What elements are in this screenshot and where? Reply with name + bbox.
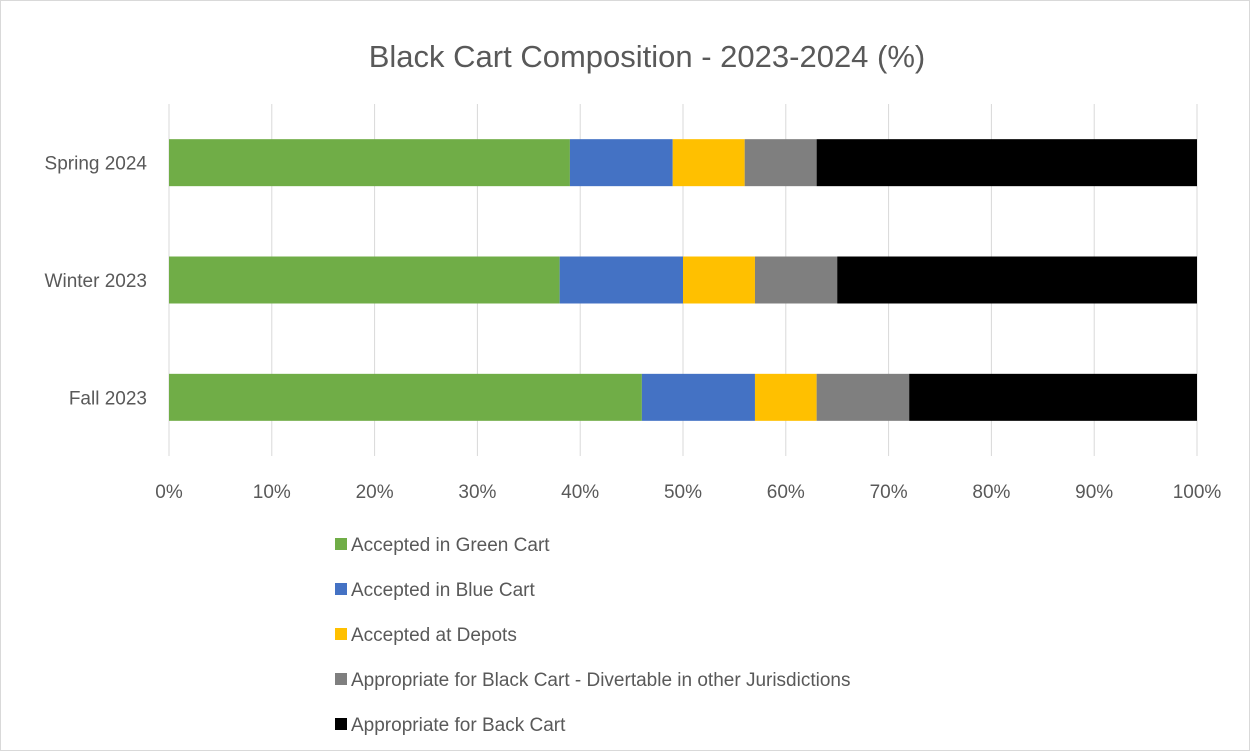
legend-swatch [335,718,347,730]
legend-label: Accepted in Green Cart [351,535,550,556]
x-tick-label: 40% [561,482,599,503]
bar-segment [909,373,1197,421]
x-tick-label: 90% [1075,482,1113,503]
x-tick-label: 60% [767,482,805,503]
bar-segment [744,139,817,187]
legend-swatch [335,673,347,685]
legend-swatch [335,583,347,595]
category-label: Fall 2023 [69,388,147,409]
category-labels: Fall 2023 Winter 2023 Spring 2024 [45,154,148,410]
x-tick-label: 30% [458,482,496,503]
x-tick-labels: 0% 10% 20% 30% 40% 50% 60% 70% 80% 90% 100% [155,482,1221,503]
legend-swatch [335,538,347,550]
x-tick-label: 100% [1173,482,1222,503]
bar-segment [569,139,673,187]
bar-segment [559,256,683,304]
bar-segment [816,139,1197,187]
bar-segment [816,373,910,421]
bar-segment [837,256,1197,304]
x-tick-label: 80% [972,482,1010,503]
legend-label: Appropriate for Back Cart [351,715,566,736]
bar-segment [754,256,838,304]
category-label: Winter 2023 [45,271,147,292]
x-tick-label: 70% [870,482,908,503]
legend-label: Appropriate for Black Cart - Divertable … [351,670,850,691]
x-tick-label: 50% [664,482,702,503]
bar-segment [169,373,642,421]
bar-segment [754,373,817,421]
bar-segment [683,256,755,304]
bar-segment [641,373,755,421]
bar-segment [672,139,745,187]
legend-label: Accepted in Blue Cart [351,580,535,601]
chart-title: Black Cart Composition - 2023-2024 (%) [369,39,926,74]
x-tick-label: 10% [253,482,291,503]
legend: Accepted in Green Cart Accepted in Blue C… [335,535,850,736]
category-label: Spring 2024 [45,154,148,175]
bar-segment [169,139,570,187]
x-tick-label: 20% [356,482,394,503]
legend-swatch [335,628,347,640]
bar-segment [169,256,560,304]
x-tick-label: 0% [155,482,183,503]
bars [169,139,1197,421]
legend-label: Accepted at Depots [351,625,517,646]
